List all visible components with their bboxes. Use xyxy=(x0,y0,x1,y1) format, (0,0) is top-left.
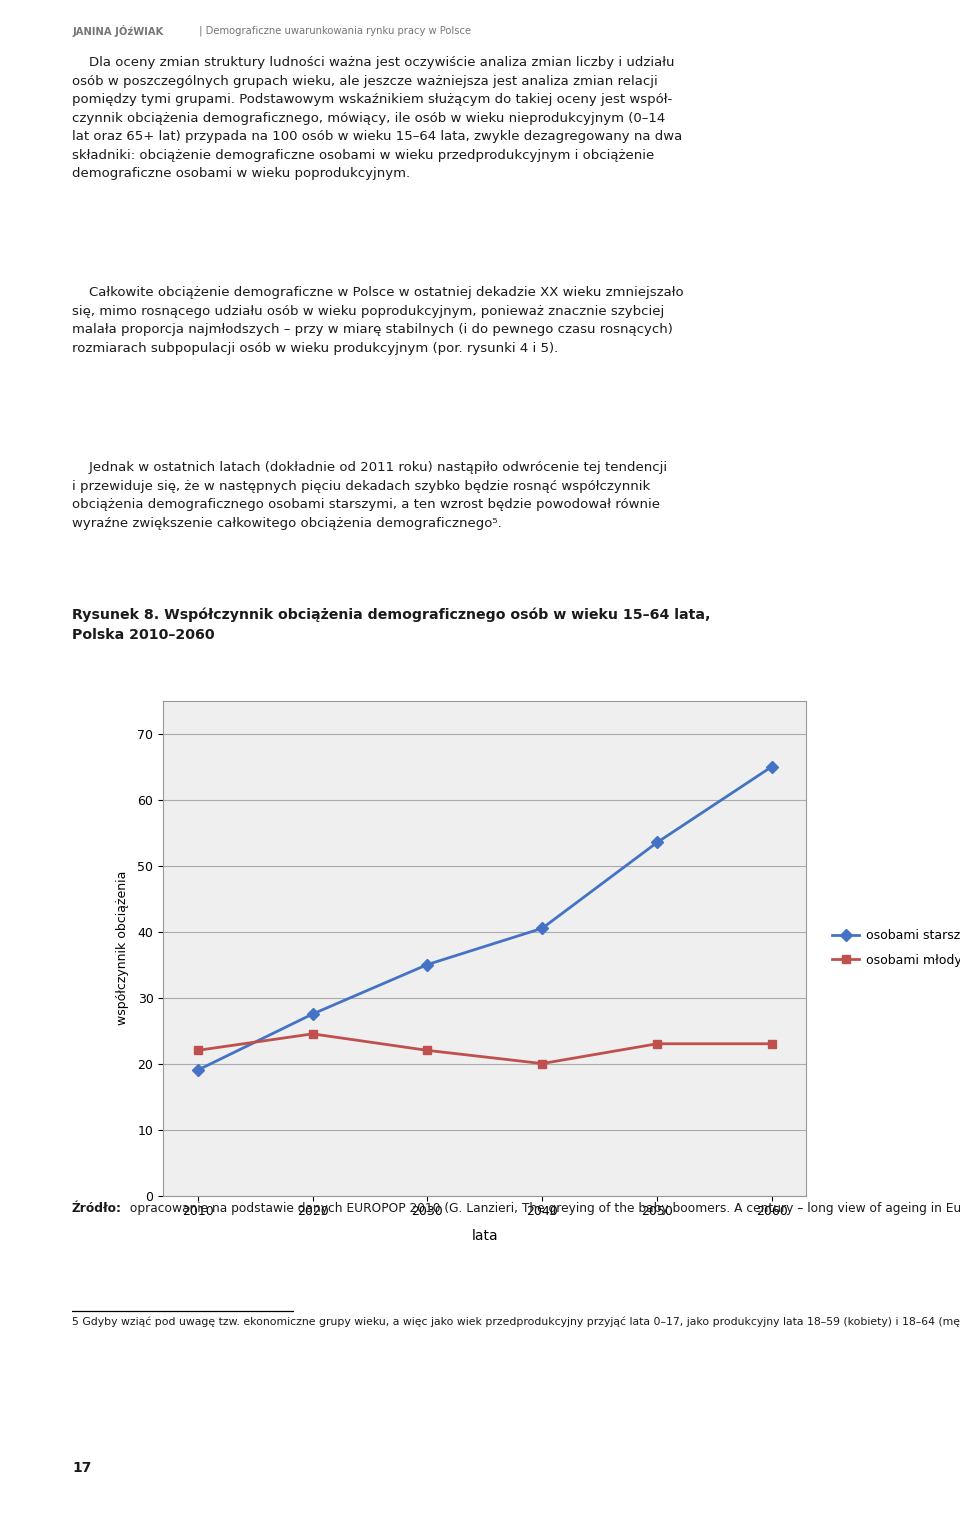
X-axis label: lata: lata xyxy=(471,1229,498,1243)
Text: 17: 17 xyxy=(72,1461,91,1476)
Legend: osobami starszymi (65+), osobami młodymi (0-14): osobami starszymi (65+), osobami młodymi… xyxy=(832,929,960,967)
Text: 5 Gdyby wziąć pod uwagę tzw. ekonomiczne grupy wieku, a więc jako wiek przedprod: 5 Gdyby wziąć pod uwagę tzw. ekonomiczne… xyxy=(72,1316,960,1327)
Text: Rysunek 8. Współczynnik obciążenia demograficznego osób w wieku 15–64 lata,
Pols: Rysunek 8. Współczynnik obciążenia demog… xyxy=(72,608,710,641)
Text: Całkowite obciążenie demograficzne w Polsce w ostatniej dekadzie XX wieku zmniej: Całkowite obciążenie demograficzne w Pol… xyxy=(72,286,684,355)
Text: JANINA JÓźWIAK: JANINA JÓźWIAK xyxy=(72,24,163,37)
Text: Dla oceny zmian struktury ludności ważna jest oczywiście analiza zmian liczby i : Dla oceny zmian struktury ludności ważna… xyxy=(72,56,683,180)
Text: Źródło:: Źródło: xyxy=(72,1202,122,1215)
Y-axis label: współczynnik obciążenia: współczynnik obciążenia xyxy=(116,871,130,1025)
Text: opracowanie na podstawie danych EUROPOP 2010 (G. Lanzieri, The greying of the ba: opracowanie na podstawie danych EUROPOP … xyxy=(126,1202,960,1215)
Text: | Demograficzne uwarunkowania rynku pracy w Polsce: | Demograficzne uwarunkowania rynku prac… xyxy=(196,26,471,37)
Text: Jednak w ostatnich latach (dokładnie od 2011 roku) nastąpiło odwrócenie tej tend: Jednak w ostatnich latach (dokładnie od … xyxy=(72,461,667,530)
